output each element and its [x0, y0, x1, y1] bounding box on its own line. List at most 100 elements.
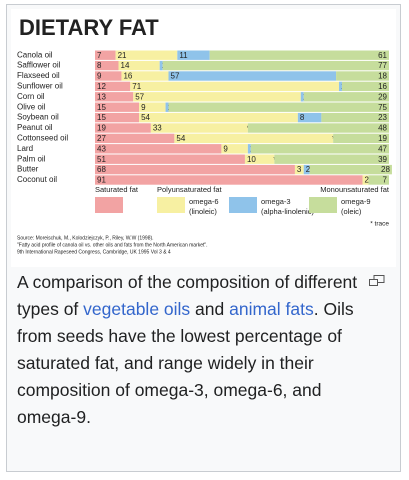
bar-segment: [321, 112, 389, 123]
category-label: Safflower oil: [17, 61, 61, 70]
value-label: 51: [97, 155, 106, 164]
bar-segment: [95, 123, 151, 133]
bar-segment: [247, 144, 251, 154]
bar-segment: [115, 50, 178, 60]
bar-segment: [95, 175, 363, 185]
enlarge-icon[interactable]: [369, 275, 385, 287]
value-label: 77: [378, 61, 387, 70]
bar-segment: [336, 71, 389, 81]
value-label: 68: [97, 165, 106, 174]
legend-label: omega-3: [261, 197, 291, 206]
caption: A comparison of the composition of diffe…: [17, 269, 377, 431]
link[interactable]: vegetable oils: [83, 299, 191, 319]
chart-title: DIETARY FAT: [19, 15, 159, 40]
bar-segment: [133, 92, 301, 102]
category-label: Sunflower oil: [17, 82, 63, 91]
bar-segment: [95, 112, 140, 123]
chart: DIETARY FAT Canola oil 7 21 11 61 Safflower o…: [11, 9, 396, 267]
legend-swatch: [309, 197, 337, 213]
value-label: 39: [378, 155, 387, 164]
value-label: 75: [378, 103, 387, 112]
value-label: 18: [378, 72, 387, 81]
bar-segment: [303, 92, 389, 102]
category-label: Peanut oil: [17, 123, 53, 132]
bar-segment: [368, 175, 389, 185]
value-label: 16: [378, 82, 387, 91]
value-label: 16: [123, 72, 132, 81]
bar-segment: [300, 92, 304, 102]
bar-segment: [362, 175, 369, 185]
legend-swatch: [157, 197, 185, 213]
bar-segment: [247, 123, 389, 133]
bar-segment: [95, 92, 134, 102]
link[interactable]: animal fats: [229, 299, 314, 319]
figure-frame: DIETARY FAT Canola oil 7 21 11 61 Safflower o…: [6, 4, 401, 472]
value-label: 10: [247, 155, 256, 164]
category-label: Soybean oil: [17, 113, 59, 122]
category-label: Olive oil: [17, 102, 46, 111]
bar-segment: [274, 154, 389, 164]
value-label: 57: [135, 92, 144, 101]
legend-label: omega-9: [341, 197, 371, 206]
bar-segment: [95, 50, 116, 60]
legend-label: (alpha-linolenic): [261, 207, 314, 216]
source: 9th International Rapeseed Congress, Cam…: [17, 249, 171, 255]
bar-segment: [95, 102, 140, 112]
value-label: 9: [141, 103, 146, 112]
legend-label: omega-6: [189, 197, 219, 206]
bar-segment: [209, 50, 389, 60]
value-label: 91: [97, 176, 106, 185]
value-label: 48: [378, 124, 387, 133]
category-label: Lard: [17, 144, 33, 153]
value-label: 13: [97, 92, 106, 101]
legend-swatch: [95, 197, 123, 213]
bar-segment: [341, 81, 389, 92]
bar-segment: [244, 154, 275, 164]
bar-segment: [95, 60, 119, 71]
value-label: 2: [365, 176, 370, 185]
caption-text: and: [190, 299, 230, 319]
legend-group: Polyunsaturated fat: [157, 185, 223, 194]
bar-segment: [168, 71, 337, 81]
bar-segment: [130, 81, 340, 92]
caption-text: A comparison of the composition of diffe…: [17, 272, 358, 319]
bar-segment: [95, 164, 295, 175]
value-label: 3: [297, 165, 302, 174]
value-label: 7: [383, 176, 388, 185]
value-label: 14: [121, 61, 130, 70]
category-label: Canola oil: [17, 50, 53, 59]
category-label: Corn oil: [17, 92, 45, 101]
legend-swatch: [229, 197, 257, 213]
bar-segment: [165, 102, 169, 112]
value-label: 8: [97, 61, 102, 70]
category-label: Cottonseed oil: [17, 134, 68, 143]
value-label: 15: [97, 113, 106, 122]
source: Source: Moreischuk, M., Kolodziejczyk, P…: [17, 235, 154, 241]
value-label: 29: [378, 92, 387, 101]
bar-segment: [309, 164, 392, 175]
value-label: 33: [153, 124, 162, 133]
value-label: 47: [378, 144, 387, 153]
value-label: 57: [171, 72, 180, 81]
value-label: 9: [97, 72, 102, 81]
source: "Fatty acid profile of canola oil vs. ot…: [17, 242, 208, 248]
bar-segment: [174, 133, 334, 144]
bar-segment: [339, 81, 342, 92]
value-label: 43: [97, 144, 106, 153]
value-label: 9: [223, 144, 228, 153]
bar-segment: [333, 133, 389, 144]
category-label: Coconut oil: [17, 175, 57, 184]
bar-segment: [121, 71, 169, 81]
bar-segment: [95, 71, 122, 81]
bar-segment: [250, 144, 389, 154]
bar-segment: [95, 133, 175, 144]
legend-label: (linoleic): [189, 207, 217, 216]
value-label: 8: [300, 113, 305, 122]
value-label: 21: [118, 51, 127, 60]
bar-segment: [150, 123, 248, 133]
bar-segment: [297, 112, 322, 123]
bar-segment: [95, 144, 222, 154]
bar-segment: [177, 50, 210, 60]
bar-segment: [95, 81, 131, 92]
value-label: 19: [378, 134, 387, 143]
